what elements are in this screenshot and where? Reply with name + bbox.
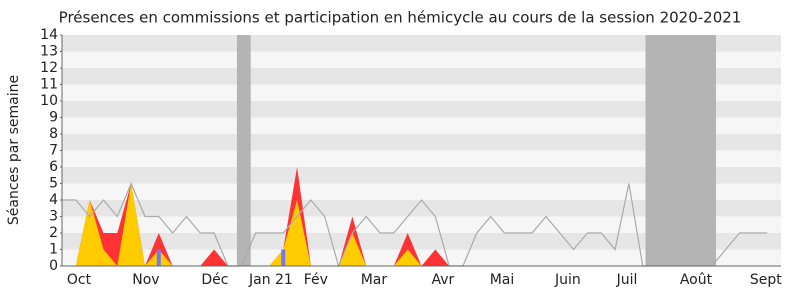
y-tick-label: 9 xyxy=(49,110,58,126)
bar xyxy=(156,249,161,266)
x-tick-label: Juin xyxy=(554,272,581,288)
chart-title: Présences en commissions et participatio… xyxy=(59,9,742,27)
x-tick-label: Juil xyxy=(616,272,638,288)
x-tick-label: Mai xyxy=(490,272,515,288)
x-tick-label: Jan 21 xyxy=(248,272,293,288)
y-tick-label: 2 xyxy=(49,225,58,241)
vacation-band xyxy=(645,35,717,266)
y-tick-label: 0 xyxy=(49,258,58,274)
vacation-band xyxy=(236,35,251,266)
y-tick-label: 8 xyxy=(49,126,58,142)
bar xyxy=(281,249,286,266)
y-tick-label: 5 xyxy=(49,176,58,192)
y-tick-label: 4 xyxy=(49,192,58,208)
x-tick-label: Août xyxy=(680,272,713,288)
x-tick-label: Déc xyxy=(201,272,228,288)
x-tick-label: Sept xyxy=(750,272,782,288)
x-tick-label: Fév xyxy=(304,272,328,288)
y-tick-label: 14 xyxy=(40,27,58,43)
y-tick-label: 12 xyxy=(40,60,58,76)
y-tick-label: 1 xyxy=(49,242,58,258)
x-tick-label: Oct xyxy=(67,272,92,288)
y-tick-label: 6 xyxy=(49,159,58,175)
y-tick-label: 3 xyxy=(49,209,58,225)
x-tick-label: Nov xyxy=(132,272,159,288)
x-tick-label: Avr xyxy=(432,272,455,288)
y-tick-label: 10 xyxy=(40,93,58,109)
y-tick-label: 7 xyxy=(49,143,58,159)
y-axis-label: Séances par semaine xyxy=(6,75,22,225)
area xyxy=(62,183,768,266)
y-tick-label: 11 xyxy=(40,77,58,93)
y-tick-label: 13 xyxy=(40,44,58,60)
x-tick-label: Mar xyxy=(361,272,388,288)
